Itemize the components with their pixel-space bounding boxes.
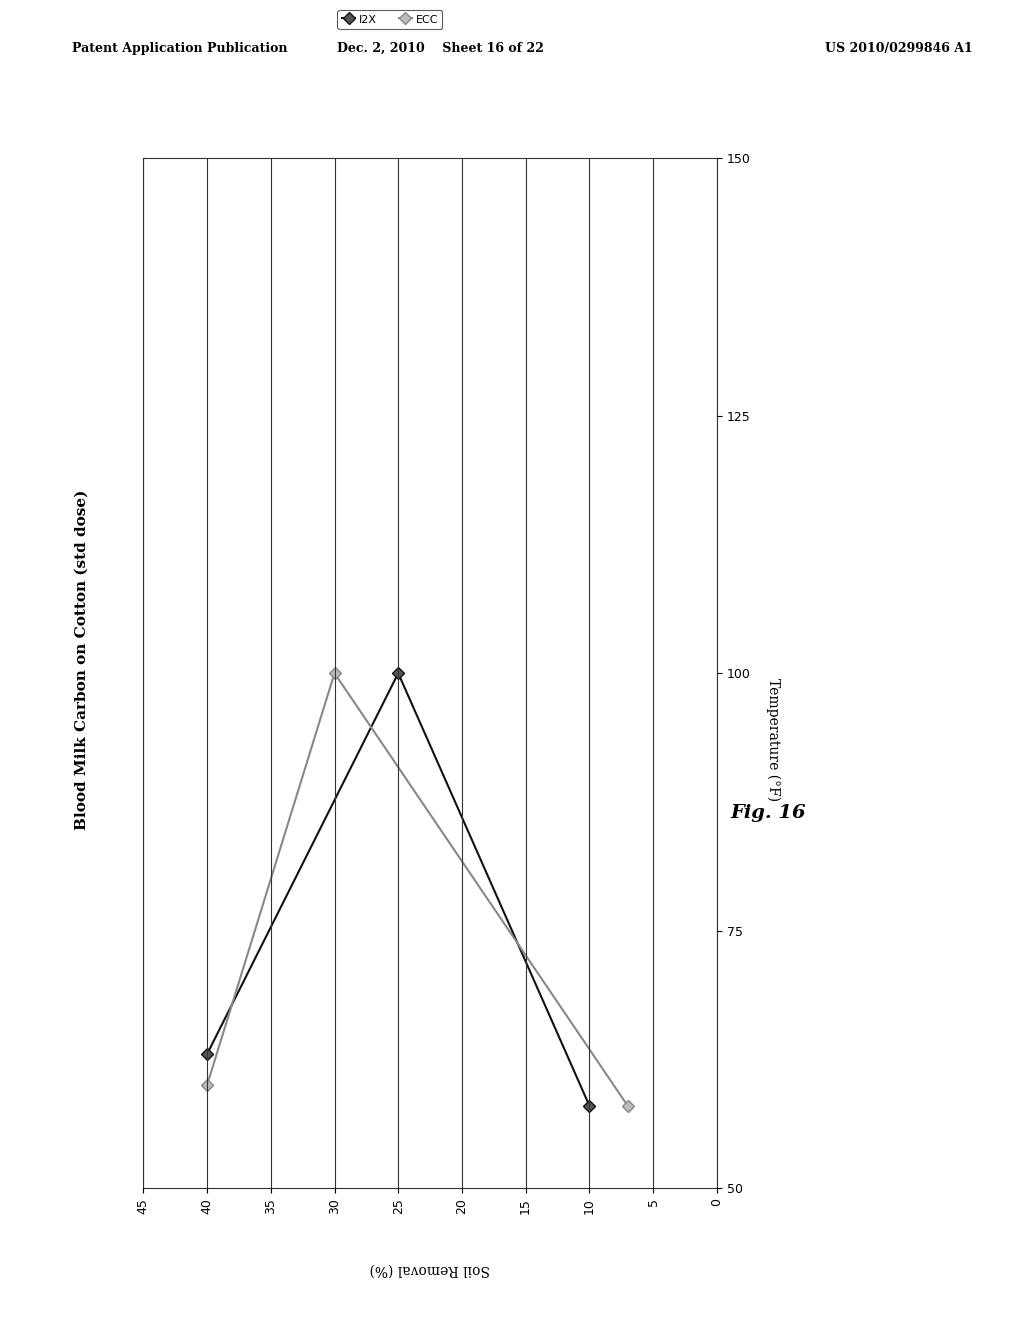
I2X xyxy=(392,665,404,681)
Text: Blood Milk Carbon on Cotton (std dose): Blood Milk Carbon on Cotton (std dose) xyxy=(75,490,89,830)
Text: US 2010/0299846 A1: US 2010/0299846 A1 xyxy=(825,42,973,55)
Line: I2X: I2X xyxy=(203,669,594,1110)
Legend: I2X, ECC: I2X, ECC xyxy=(338,9,442,29)
Text: Patent Application Publication: Patent Application Publication xyxy=(72,42,287,55)
X-axis label: Soil Removal (%): Soil Removal (%) xyxy=(370,1262,490,1276)
Line: ECC: ECC xyxy=(203,669,632,1110)
I2X xyxy=(584,1098,596,1114)
Text: Temperature (°F): Temperature (°F) xyxy=(766,677,780,801)
I2X xyxy=(201,1047,213,1063)
Text: Dec. 2, 2010    Sheet 16 of 22: Dec. 2, 2010 Sheet 16 of 22 xyxy=(337,42,544,55)
ECC xyxy=(329,665,341,681)
ECC xyxy=(201,1077,213,1093)
ECC xyxy=(622,1098,634,1114)
Text: Fig. 16: Fig. 16 xyxy=(730,804,806,822)
